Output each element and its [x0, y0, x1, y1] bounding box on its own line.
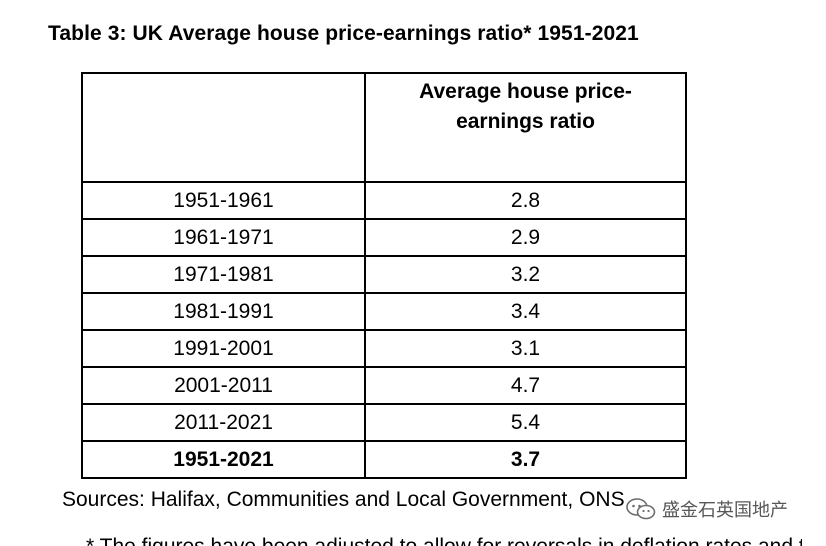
sources-note: Sources: Halifax, Communities and Local …: [62, 488, 625, 511]
table-row: 1961-1971 2.9: [81, 218, 687, 257]
table-row: 1951-1961 2.8: [81, 181, 687, 220]
ratio-cell: 5.4: [364, 403, 687, 442]
header-ratio-line1: Average house price-: [419, 80, 632, 103]
ratio-cell: 3.4: [364, 292, 687, 331]
watermark-text: 盛金石英国地产: [662, 500, 788, 521]
total-ratio-cell: 3.7: [364, 440, 687, 479]
ratio-cell: 4.7: [364, 366, 687, 405]
table-row: 1971-1981 3.2: [81, 255, 687, 294]
header-ratio-line2: earnings ratio: [456, 110, 595, 133]
table-row: 2011-2021 5.4: [81, 403, 687, 442]
period-cell: 1961-1971: [81, 218, 366, 257]
total-period-cell: 1951-2021: [81, 440, 366, 479]
period-cell: 1971-1981: [81, 255, 366, 294]
table-header-row: Average house price- earnings ratio: [81, 72, 687, 183]
ratio-cell: 3.1: [364, 329, 687, 368]
table-row: 1981-1991 3.4: [81, 292, 687, 331]
table-row: 1991-2001 3.1: [81, 329, 687, 368]
period-cell: 2011-2021: [81, 403, 366, 442]
footnote-cut-off: * The figures have been adjusted to allo…: [86, 532, 802, 546]
price-earnings-table: Average house price- earnings ratio 1951…: [81, 72, 687, 479]
footnote-text: * The figures have been adjusted to allo…: [86, 536, 802, 546]
table-title: Table 3: UK Average house price-earnings…: [48, 22, 639, 45]
ratio-cell: 2.9: [364, 218, 687, 257]
period-cell: 1991-2001: [81, 329, 366, 368]
period-cell: 1951-1961: [81, 181, 366, 220]
ratio-cell: 2.8: [364, 181, 687, 220]
period-cell: 2001-2011: [81, 366, 366, 405]
wechat-icon: [626, 498, 656, 520]
header-ratio: Average house price- earnings ratio: [364, 72, 687, 183]
ratio-cell: 3.2: [364, 255, 687, 294]
header-period: [81, 72, 366, 183]
table-row: 2001-2011 4.7: [81, 366, 687, 405]
table-total-row: 1951-2021 3.7: [81, 440, 687, 479]
period-cell: 1981-1991: [81, 292, 366, 331]
watermark: 盛金石英国地产: [626, 496, 788, 522]
